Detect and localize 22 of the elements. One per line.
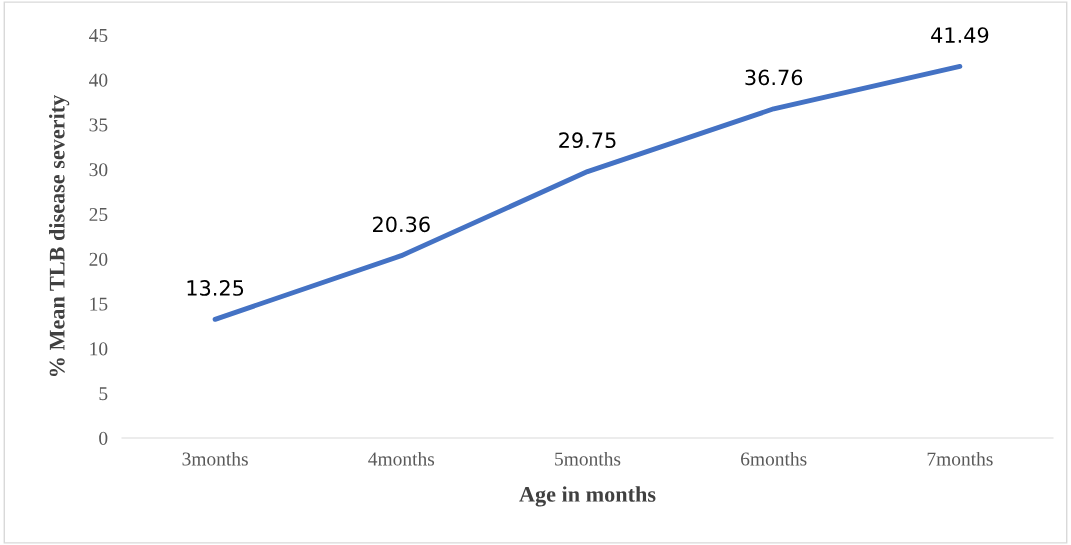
y-tick-label: 20 — [89, 252, 108, 266]
y-tick-label: 15 — [90, 297, 108, 311]
x-tick-label: 6months — [741, 451, 807, 466]
y-axis-title: % Mean TLB disease severity — [49, 94, 70, 376]
data-label: 36.76 — [745, 69, 803, 86]
y-tick-label: 35 — [89, 118, 108, 132]
x-tick-label: 4months — [368, 451, 435, 466]
data-label: 13.25 — [187, 280, 244, 296]
data-label: 29.75 — [559, 132, 616, 149]
data-label: 41.49 — [931, 27, 989, 43]
x-axis-title: Age in months — [519, 486, 656, 507]
data-label: 20.36 — [373, 216, 430, 233]
y-tick-label: 45 — [89, 28, 108, 42]
y-tick-label: 30 — [89, 163, 108, 177]
y-tick-label: 25 — [89, 207, 108, 222]
y-tick-label: 10 — [90, 342, 108, 356]
x-tick-label: 5months — [555, 451, 621, 466]
y-tick-label: 0 — [99, 431, 108, 445]
x-tick-label: 3months — [182, 451, 248, 466]
x-tick-label: 7months — [927, 451, 993, 466]
y-tick-label: 40 — [89, 73, 108, 87]
y-tick-label: 5 — [99, 387, 108, 401]
